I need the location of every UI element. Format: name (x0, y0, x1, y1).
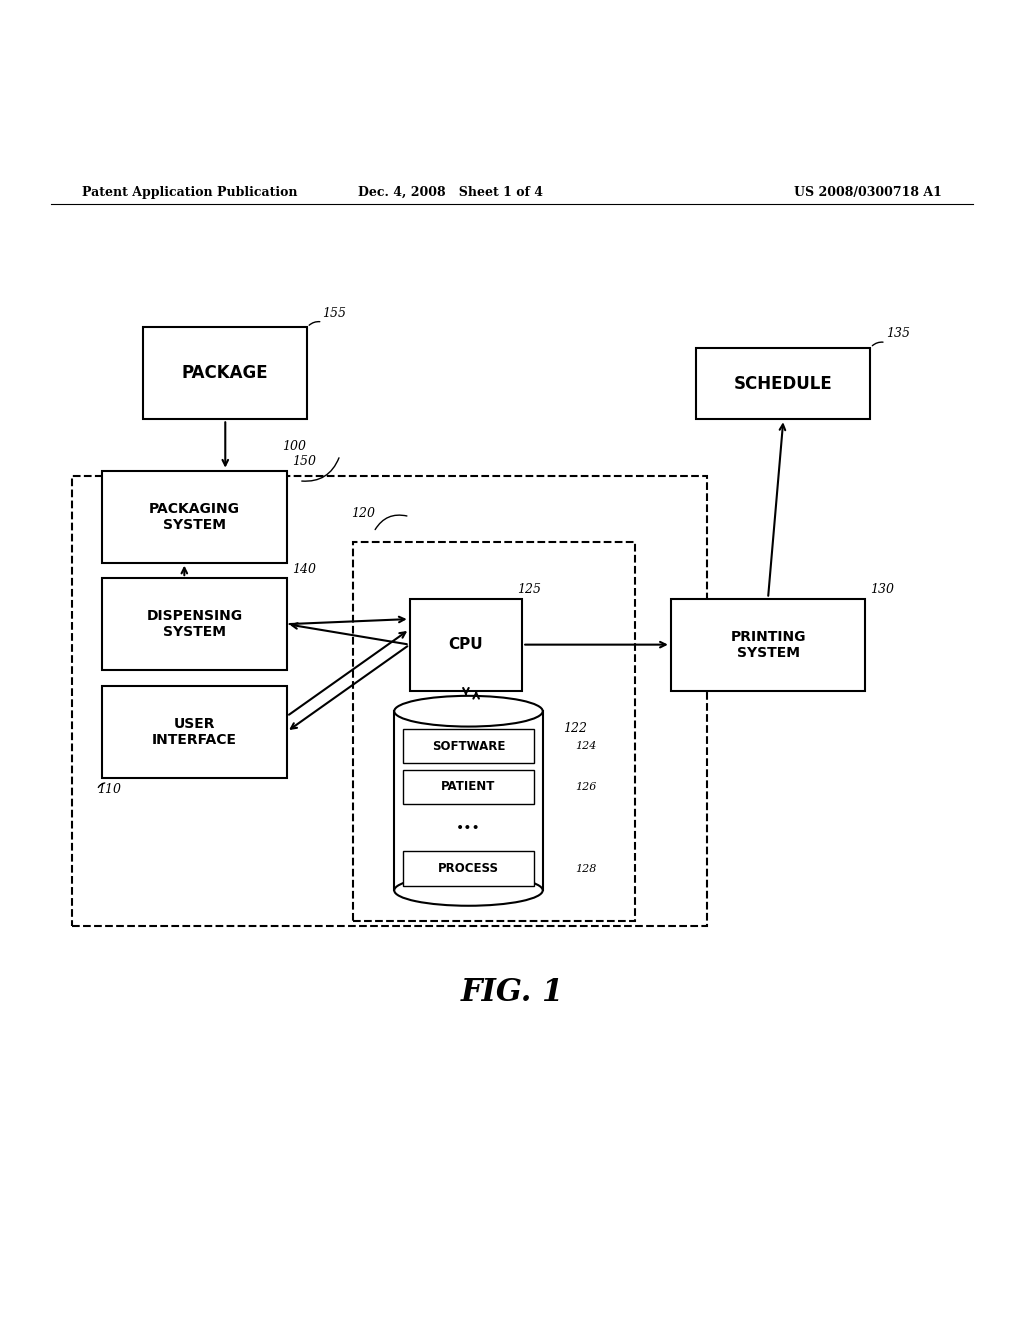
Bar (696, 347, 870, 420)
Text: 126: 126 (574, 781, 596, 792)
Text: SOFTWARE: SOFTWARE (432, 739, 505, 752)
Text: 135: 135 (886, 327, 909, 341)
Text: 125: 125 (517, 583, 541, 597)
Text: Dec. 4, 2008   Sheet 1 of 4: Dec. 4, 2008 Sheet 1 of 4 (358, 186, 543, 198)
Text: PACKAGE: PACKAGE (182, 364, 268, 383)
Text: FIG. 1: FIG. 1 (461, 977, 563, 1008)
Bar (403, 729, 534, 763)
Bar (671, 598, 865, 690)
Text: PROCESS: PROCESS (438, 862, 499, 875)
Bar (102, 470, 287, 562)
Text: CPU: CPU (449, 638, 483, 652)
Text: PACKAGING
SYSTEM: PACKAGING SYSTEM (150, 502, 240, 532)
Text: PATIENT: PATIENT (441, 780, 496, 793)
Bar (143, 327, 307, 420)
Bar (72, 475, 707, 927)
Bar (403, 851, 534, 886)
Text: •••: ••• (456, 821, 481, 836)
Text: 124: 124 (574, 741, 596, 751)
Text: 130: 130 (870, 583, 894, 597)
Ellipse shape (394, 696, 543, 726)
Text: 100: 100 (282, 440, 306, 453)
Bar (102, 578, 287, 671)
Text: 110: 110 (97, 783, 121, 796)
Text: 122: 122 (563, 722, 587, 735)
Text: 155: 155 (323, 308, 346, 319)
Bar (410, 598, 522, 690)
Text: DISPENSING
SYSTEM: DISPENSING SYSTEM (146, 609, 243, 639)
Text: 150: 150 (292, 455, 315, 469)
Text: Patent Application Publication: Patent Application Publication (82, 186, 297, 198)
Text: US 2008/0300718 A1: US 2008/0300718 A1 (795, 186, 942, 198)
Bar (394, 711, 543, 891)
Text: USER
INTERFACE: USER INTERFACE (152, 717, 238, 747)
Text: 128: 128 (574, 863, 596, 874)
Text: SCHEDULE: SCHEDULE (734, 375, 833, 392)
Bar (353, 543, 635, 921)
Ellipse shape (394, 875, 543, 906)
Bar (102, 685, 287, 777)
Text: 140: 140 (292, 562, 315, 576)
Bar (403, 770, 534, 804)
Text: 120: 120 (351, 507, 376, 520)
Text: PRINTING
SYSTEM: PRINTING SYSTEM (730, 630, 806, 660)
